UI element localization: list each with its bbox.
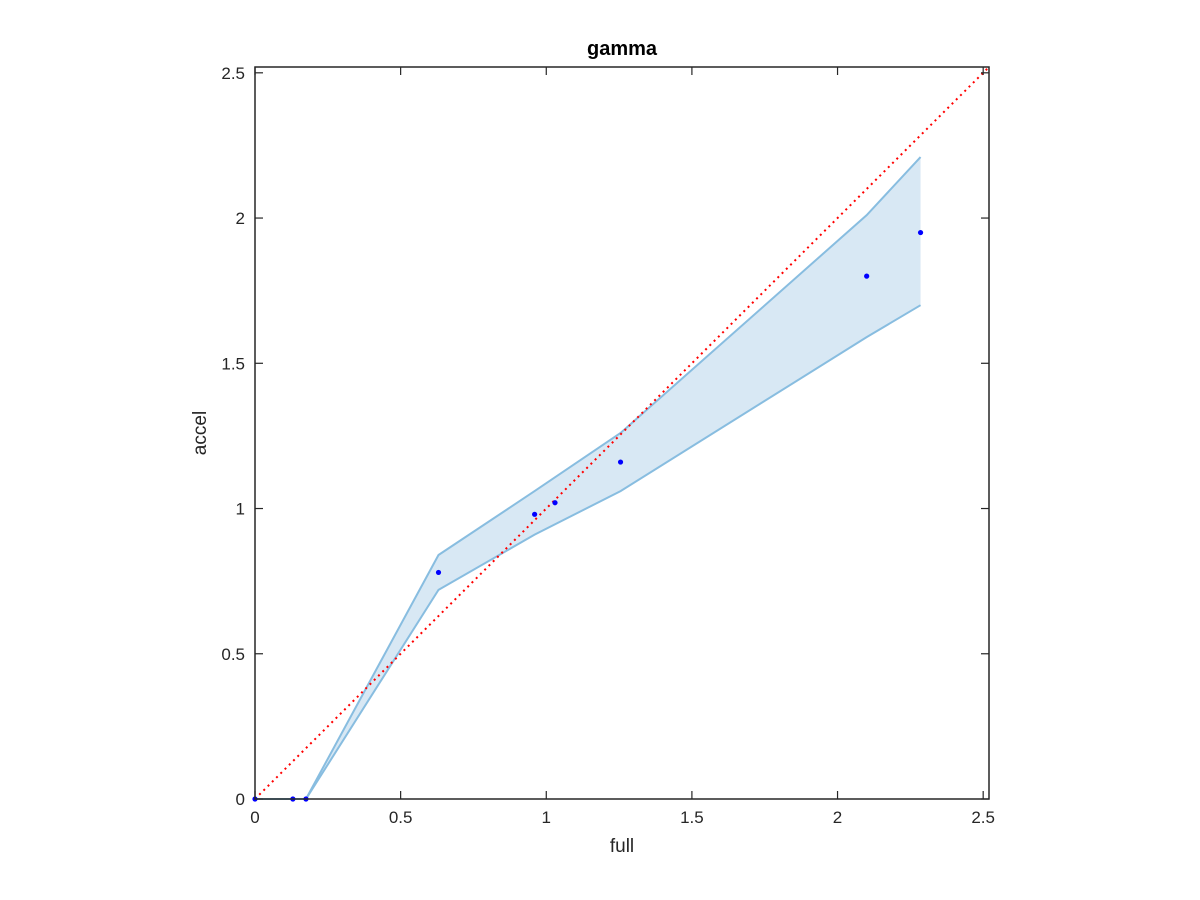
data-point	[864, 273, 870, 279]
y-tick-label: 2.5	[221, 64, 245, 83]
x-tick-label: 1.5	[680, 808, 704, 827]
plot-frame	[254, 66, 990, 800]
x-tick-label: 1	[542, 808, 551, 827]
y-tick-label: 0	[236, 790, 245, 809]
y-tick-label: 1	[236, 500, 245, 519]
y-tick-label: 0.5	[221, 645, 245, 664]
x-tick-label: 2	[833, 808, 842, 827]
data-point	[532, 511, 538, 517]
band-fill	[255, 157, 921, 800]
band-lower-edge	[255, 304, 922, 800]
x-tick-label: 0	[250, 808, 259, 827]
confidence-band-group	[255, 156, 922, 800]
chart-title: gamma	[587, 38, 658, 60]
y-tick-label: 1.5	[221, 354, 245, 373]
data-point	[917, 229, 924, 236]
x-axis-label: full	[610, 836, 634, 857]
data-point	[435, 569, 442, 576]
x-tick-label: 2.5	[971, 808, 995, 827]
axes-group	[254, 66, 990, 800]
y-axis-label: accel	[190, 411, 211, 455]
y-tick-label: 2	[236, 209, 245, 228]
x-tick-label: 0.5	[389, 808, 413, 827]
ticks-group: 0 0.5 1 1.5 2 2.5 0 0.5 1 1.5 2 2.5	[221, 64, 995, 827]
data-point	[617, 459, 624, 465]
data-point	[552, 500, 558, 506]
